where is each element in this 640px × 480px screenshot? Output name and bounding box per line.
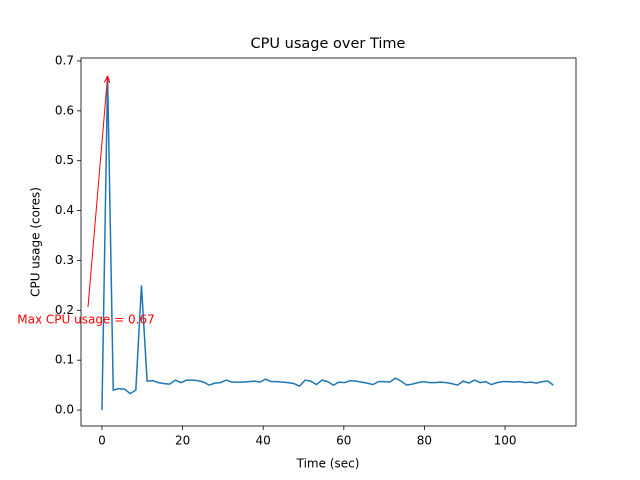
x-tick-label: 20 <box>175 434 190 448</box>
y-tick-label: 0.2 <box>55 303 74 317</box>
y-axis-label: CPU usage (cores) <box>29 187 43 297</box>
x-axis-label: Time (sec) <box>296 457 360 471</box>
y-tick-label: 0.5 <box>55 153 74 167</box>
x-tick-label: 0 <box>98 434 106 448</box>
chart-title: CPU usage over Time <box>251 36 406 52</box>
y-tick-label: 0.1 <box>55 353 74 367</box>
x-tick-label: 40 <box>256 434 271 448</box>
annotation-arrow <box>87 76 108 308</box>
x-tick-label: 80 <box>417 434 432 448</box>
y-tick-label: 0.6 <box>55 103 74 117</box>
y-tick-label: 0.3 <box>55 253 74 267</box>
x-tick-label: 100 <box>494 434 517 448</box>
y-tick-label: 0.7 <box>55 53 74 67</box>
y-tick-label: 0.4 <box>55 203 74 217</box>
y-tick-label: 0.0 <box>55 403 74 417</box>
x-tick-label: 60 <box>336 434 351 448</box>
plot-frame <box>80 57 577 427</box>
annotation: Max CPU usage = 0.67 <box>17 313 154 327</box>
data-line <box>101 75 554 411</box>
